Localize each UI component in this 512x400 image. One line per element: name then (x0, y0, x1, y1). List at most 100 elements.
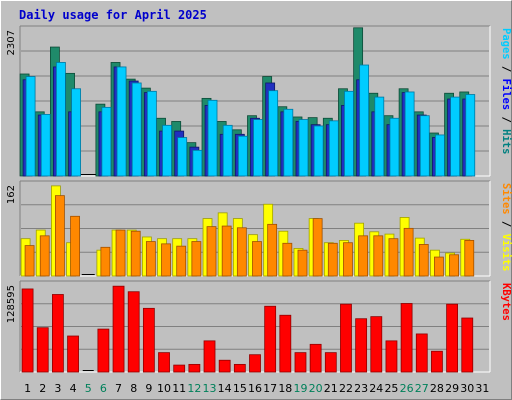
bar-pages-day-25 (389, 117, 400, 177)
bar-kbytes-day-18 (279, 314, 292, 373)
bar-sites-day-8 (130, 230, 141, 277)
bar-sites-day-13 (206, 226, 217, 277)
bar-sites-day-22 (343, 242, 353, 277)
x-tick-label-day-20: 20 (309, 382, 323, 395)
bar-pages-day-3 (56, 62, 66, 177)
bar-kbytes-day-12 (188, 363, 201, 373)
bar-sites-day-18 (282, 242, 293, 277)
legend-entry: / (500, 215, 512, 234)
panel-middle-max-label: 162 (6, 185, 17, 204)
bar-kbytes-day-1 (21, 288, 34, 373)
bar-kbytes-day-26 (400, 303, 413, 373)
bar-pages-day-27 (419, 115, 430, 177)
bar-kbytes-day-23 (355, 318, 368, 373)
bar-kbytes-day-28 (431, 350, 443, 373)
bar-kbytes-day-30 (461, 317, 474, 373)
panel-top-max-label: 2307 (6, 30, 17, 55)
bar-kbytes-day-20 (309, 343, 322, 373)
x-tick-label-day-19: 19 (293, 382, 307, 395)
x-tick-label-day-29: 29 (445, 382, 459, 395)
bar-kbytes-day-27 (415, 333, 428, 373)
x-tick-label-day-4: 4 (70, 382, 77, 395)
x-tick-label-day-17: 17 (263, 382, 277, 395)
bar-kbytes-day-4 (67, 335, 79, 373)
panel-middle-legend: Sites / Visits (500, 183, 512, 272)
bar-kbytes-day-2 (36, 327, 49, 373)
bar-sites-day-28 (434, 256, 444, 277)
bar-kbytes-day-22 (340, 303, 352, 373)
x-tick-label-day-12: 12 (187, 382, 201, 395)
x-tick-label-day-27: 27 (415, 382, 429, 395)
bar-pages-day-13 (207, 99, 218, 177)
x-tick-label-day-13: 13 (203, 382, 217, 395)
x-tick-label-day-15: 15 (233, 382, 247, 395)
bar-kbytes-day-24 (370, 316, 383, 373)
bar-pages-day-8 (131, 82, 142, 177)
bar-sites-day-7 (115, 229, 126, 277)
bar-kbytes-day-16 (249, 354, 261, 373)
bar-pages-day-2 (40, 114, 51, 177)
bar-kbytes-day-17 (264, 305, 277, 373)
bar-kbytes-day-8 (127, 291, 140, 373)
bar-kbytes-day-21 (324, 352, 337, 373)
x-tick-label-day-28: 28 (430, 382, 444, 395)
bar-sites-day-10 (161, 243, 171, 277)
x-tick-label-day-23: 23 (354, 382, 368, 395)
bar-pages-day-23 (359, 64, 370, 177)
bar-pages-day-16 (253, 119, 263, 177)
bar-sites-day-24 (373, 235, 384, 277)
bar-sites-day-11 (176, 245, 187, 277)
bar-sites-day-16 (252, 241, 262, 277)
bar-pages-day-6 (101, 106, 112, 177)
x-tick-label-day-9: 9 (145, 382, 152, 395)
x-tick-label-day-26: 26 (400, 382, 414, 395)
bar-kbytes-day-15 (233, 363, 246, 373)
bar-sites-day-19 (297, 249, 308, 277)
bar-pages-day-24 (374, 96, 385, 177)
bar-kbytes-day-25 (385, 340, 398, 373)
chart-title: Daily usage for April 2025 (19, 8, 207, 22)
bar-kbytes-day-7 (112, 285, 125, 373)
x-tick-label-day-10: 10 (157, 382, 171, 395)
legend-entry: KBytes (500, 283, 512, 321)
x-tick-label-day-6: 6 (100, 382, 107, 395)
x-tick-label-day-21: 21 (324, 382, 338, 395)
bar-pages-day-17 (268, 90, 279, 177)
bar-sites-day-27 (418, 244, 429, 277)
x-tick-label-day-16: 16 (248, 382, 262, 395)
bar-sites-day-9 (145, 241, 156, 277)
bar-pages-day-22 (344, 90, 354, 177)
x-tick-label-day-7: 7 (115, 382, 122, 395)
bar-sites-day-1 (24, 245, 35, 277)
x-tick-label-day-8: 8 (130, 382, 137, 395)
x-tick-label-day-1: 1 (24, 382, 31, 395)
x-tick-label-day-5: 5 (85, 382, 92, 395)
bar-pages-day-15 (237, 135, 248, 177)
bar-sites-day-26 (403, 227, 414, 277)
bar-sites-day-14 (221, 225, 232, 277)
bar-sites-day-17 (267, 223, 278, 277)
bar-pages-day-11 (177, 137, 188, 177)
bar-kbytes-day-5 (82, 370, 94, 371)
x-tick-label-day-24: 24 (369, 382, 383, 395)
bar-kbytes-day-13 (203, 340, 216, 373)
bar-kbytes-day-9 (142, 307, 155, 373)
legend-entry: Pages (500, 28, 512, 60)
x-tick-label-day-14: 14 (218, 382, 232, 395)
bar-kbytes-day-19 (294, 352, 307, 373)
bar-pages-day-21 (328, 120, 339, 177)
x-tick-label-day-25: 25 (384, 382, 398, 395)
bar-sites-day-3 (55, 195, 65, 277)
bar-kbytes-day-29 (446, 303, 458, 373)
bar-pages-day-9 (146, 90, 157, 177)
bar-pages-day-10 (162, 124, 172, 177)
panel-bottom-max-label: 128595 (6, 285, 17, 323)
legend-entry: Files (500, 79, 512, 111)
bar-pages-day-5 (86, 174, 96, 175)
bar-pages-day-20 (313, 125, 324, 177)
x-tick-label-day-2: 2 (39, 382, 46, 395)
bar-pages-day-7 (116, 66, 127, 177)
bar-sites-day-20 (312, 218, 323, 277)
bar-pages-day-29 (450, 96, 460, 177)
bar-pages-day-12 (192, 149, 203, 177)
